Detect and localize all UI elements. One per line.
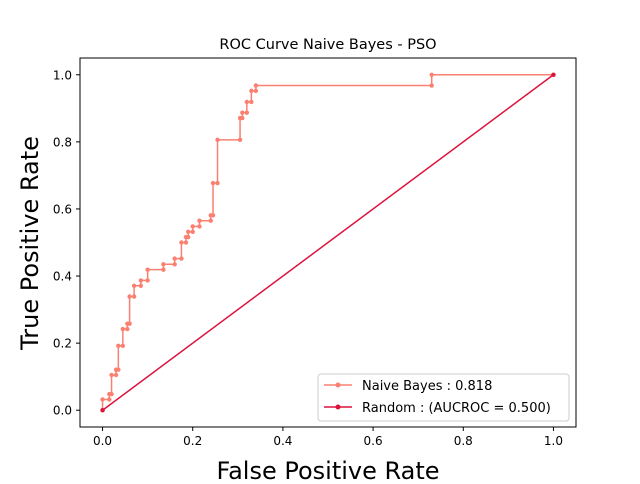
data-point [145,267,150,272]
legend-marker-naive-bayes [335,382,341,388]
data-point [138,283,144,288]
y-tick-label: 0.2 [53,337,72,351]
data-point [253,83,259,88]
data-point [109,391,114,397]
chart-title: ROC Curve Naive Bayes - PSO [219,37,436,53]
axes-frame [79,57,577,428]
data-point [208,218,213,223]
data-point [107,397,112,402]
data-point [210,213,216,218]
data-point [197,224,202,229]
data-point [125,326,130,332]
data-point [120,326,126,332]
data-point [161,267,166,272]
data-point [179,256,184,261]
data-point [190,224,195,229]
data-point [215,180,220,186]
x-tick-label: 0.4 [273,434,292,448]
legend: Naive Bayes : 0.818 Random : (AUCROC = 0… [317,373,570,422]
axis-ticks: 0.0 0.2 0.4 0.6 0.8 1.0 0.0 0.2 0.4 0.6 0.8 1.0 [53,68,563,448]
data-point [116,367,121,372]
y-axis-label: True Positive Rate [16,136,44,351]
data-point [215,137,220,143]
legend-label-random: Random : (AUCROC = 0.500) [362,401,551,416]
data-point [100,397,105,402]
data-point [240,110,245,115]
data-point [100,408,105,413]
data-point [197,218,202,223]
data-point [127,294,132,299]
x-tick-label: 1.0 [544,434,563,448]
data-point [161,262,166,267]
data-point [429,72,434,77]
data-point [244,99,250,105]
x-axis-label: False Positive Rate [216,457,439,480]
y-tick-label: 0.6 [53,202,72,216]
y-tick-label: 1.0 [53,68,72,82]
data-point [127,321,132,326]
data-point [551,72,556,77]
data-point [249,99,254,105]
data-point [210,180,216,186]
data-point [172,262,177,267]
data-point [145,278,150,283]
x-tick-label: 0.8 [454,434,473,448]
data-point [179,240,184,245]
y-tick-label: 0.4 [53,270,72,284]
data-point [240,115,245,121]
data-point [138,278,144,283]
data-point [190,229,195,234]
legend-box [317,373,570,422]
data-point [131,294,137,299]
x-tick-label: 0.6 [364,434,383,448]
x-tick-label: 0.0 [93,434,112,448]
data-point [186,234,191,240]
data-point [237,137,243,143]
data-point [253,88,259,94]
data-point [172,256,177,261]
plot-area [100,72,556,413]
data-point [109,372,114,378]
data-point [131,283,137,288]
data-point [429,83,434,88]
data-point [113,372,119,378]
y-tick-label: 0.0 [53,404,72,418]
data-point [120,343,126,349]
series-line-1 [102,74,554,411]
x-tick-label: 0.2 [183,434,202,448]
y-tick-label: 0.8 [53,135,72,149]
data-point [186,229,191,234]
data-point [116,343,121,349]
data-point [249,88,254,94]
legend-marker-random [335,404,341,410]
data-point [244,110,250,115]
legend-label-naive-bayes: Naive Bayes : 0.818 [362,379,492,394]
data-point [183,240,189,245]
